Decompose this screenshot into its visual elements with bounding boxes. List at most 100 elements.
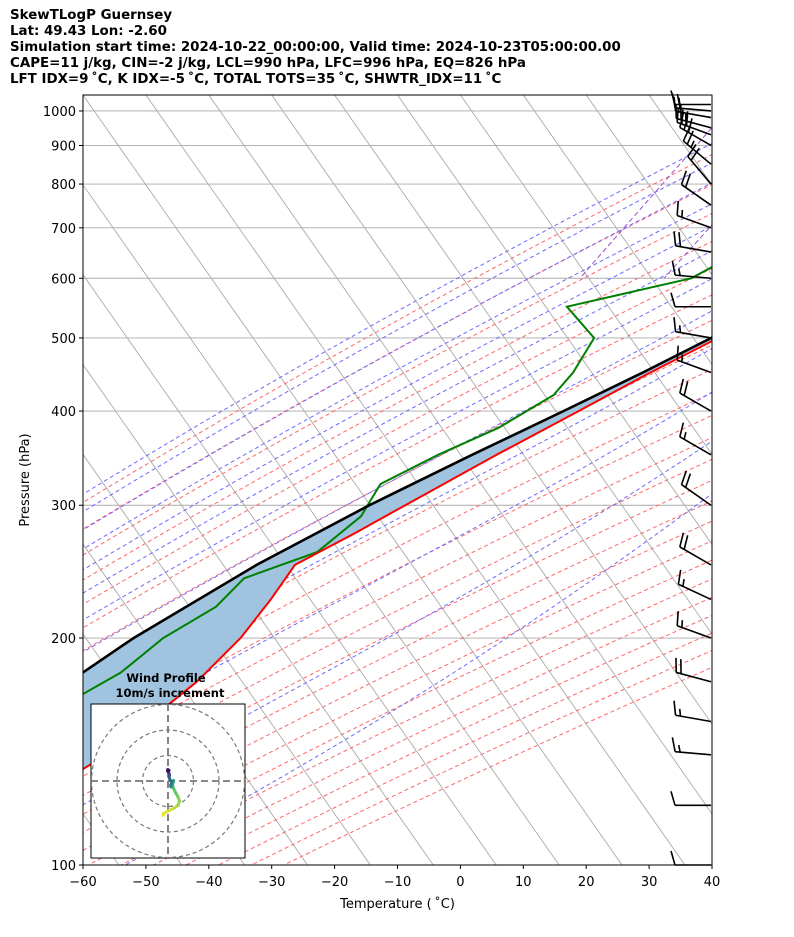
y-tick-label: 200 [51,632,76,647]
barb-half-flag [681,620,684,628]
wind-barb [675,657,712,683]
barb-staff [676,214,712,229]
x-tick-label: 0 [456,875,464,890]
isotherm [83,453,371,865]
x-tick-label: 40 [704,875,721,890]
barb-half-flag [677,744,681,753]
barb-flag [676,107,679,123]
barb-half-flag [677,268,681,276]
background-lines [83,95,712,865]
dry-adiabat [83,540,712,851]
wind-barb [687,143,712,185]
x-axis-label: Temperature ( ˚C) [339,896,455,912]
barb-staff [676,671,712,683]
x-tick-label: −10 [384,875,411,890]
dry-adiabat [83,520,712,833]
barb-flag [684,173,692,188]
barb-flag [671,260,676,276]
barb-staff [676,359,712,374]
isotherm [585,95,712,276]
barb-half-flag [681,354,684,362]
y-tick-label: 700 [51,222,76,237]
moist-adiabat [83,347,712,692]
barb-flag [680,470,688,485]
isotherm [271,95,712,725]
barb-flag [684,473,692,488]
time-line: Simulation start time: 2024-10-22_00:00:… [10,40,621,55]
barb-flag [686,130,694,145]
moist-adiabat [83,162,712,513]
barb-half-flag [690,140,695,148]
y-tick-label: 800 [51,178,76,193]
barb-flag [682,127,691,142]
wind-barb [676,611,712,639]
wind-barb [670,292,711,308]
barb-flag [679,422,685,437]
barb-half-flag [681,209,684,218]
x-tick-label: 30 [641,875,658,890]
isotherm [83,95,623,865]
wind-barb [679,532,712,566]
barb-flag [690,147,700,161]
hodograph-subtitle: 10m/s increment [116,686,225,700]
wind-barb [673,231,712,253]
barb-flag [673,700,677,716]
barb-flag [676,611,679,626]
barb-flag [670,292,676,307]
barb-flag [676,345,679,361]
isotherm [145,95,686,865]
wind-barb [671,737,712,756]
x-tick-label: 10 [515,875,532,890]
moist-adiabat [83,440,712,806]
hodograph-plot [91,704,245,858]
barb-staff [676,624,712,639]
barb-staff [676,121,712,136]
barb-half-flag [682,579,685,587]
parcel-profile [83,336,712,674]
y-tick-label: 300 [51,499,76,514]
wind-barb [677,569,712,601]
x-tick-label: −60 [69,875,96,890]
barb-flag [679,113,685,128]
barb-staff [675,714,712,723]
barb-staff [675,330,712,339]
isotherm [83,363,434,865]
x-tick-label: −30 [258,875,285,890]
indices-line-2: LFT IDX=9 ˚C, K IDX=-5 ˚C, TOTAL TOTS=35… [10,72,502,87]
moist-adiabat [83,391,712,742]
barb-staff [678,583,712,601]
dry-adiabat [83,212,712,556]
indices-line-1: CAPE=11 j/kg, CIN=-2 j/kg, LCL=990 hPa, … [10,56,526,71]
dry-adiabat [83,240,712,581]
isotherm [334,95,712,635]
dry-adiabat [83,437,712,758]
y-tick-label: 400 [51,405,76,420]
barb-flag [673,317,677,332]
barb-staff [679,126,712,147]
barb-flag [673,231,677,246]
wind-barb [679,422,712,456]
wind-barb [671,260,712,280]
barb-flag [671,737,676,752]
barb-flag [680,170,688,185]
moist-adiabat [83,250,712,594]
barb-flag [679,378,685,394]
barb-staff [675,274,712,280]
barb-flag [676,200,679,216]
y-tick-label: 600 [51,272,76,287]
isotherm [460,95,712,456]
mixing-ratio-line [579,126,712,279]
barb-flag [679,532,685,548]
barb-flag [683,115,689,131]
dry-adiabat [83,268,712,605]
moist-adiabat [83,225,712,571]
y-tick-label: 900 [51,139,76,154]
isotherm [83,184,560,865]
x-tick-label: −40 [195,875,222,890]
barb-flag [683,381,689,396]
dry-adiabat [83,458,712,777]
chart-header: SkewTLogP Guernsey Lat: 49.43 Lon: -2.60… [10,8,621,88]
wind-barb [670,791,711,807]
